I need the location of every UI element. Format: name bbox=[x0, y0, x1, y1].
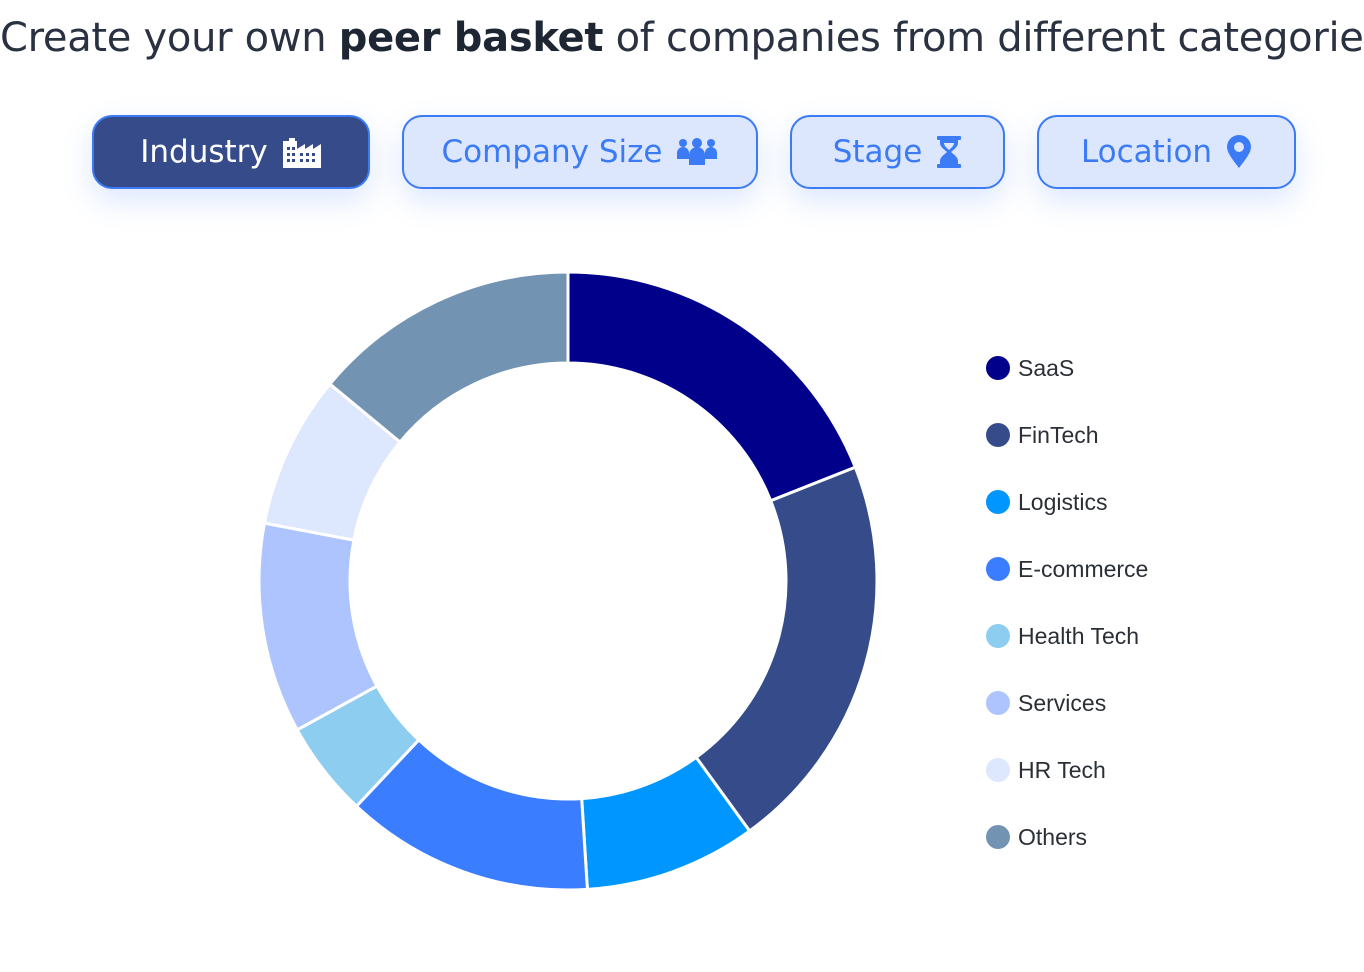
location-pin-icon bbox=[1226, 135, 1252, 169]
legend-swatch bbox=[986, 423, 1010, 447]
legend-label: E-commerce bbox=[1018, 556, 1149, 582]
legend-item-fintech[interactable]: FinTech bbox=[986, 417, 1148, 484]
legend-item-saas[interactable]: SaaS bbox=[986, 350, 1148, 417]
legend-swatch bbox=[986, 825, 1010, 849]
legend-item-health-tech[interactable]: Health Tech bbox=[986, 618, 1148, 685]
tab-stage-label: Stage bbox=[832, 134, 923, 170]
headline-suffix: of companies from different categories. bbox=[603, 15, 1364, 61]
legend-label: Services bbox=[1018, 690, 1107, 716]
legend-swatch bbox=[986, 624, 1010, 648]
legend-label: HR Tech bbox=[1018, 757, 1106, 783]
tab-location-label: Location bbox=[1080, 134, 1213, 170]
legend-item-logistics[interactable]: Logistics bbox=[986, 484, 1148, 551]
donut-slice-saas[interactable] bbox=[566, 270, 858, 503]
donut-slice-others[interactable] bbox=[327, 270, 570, 445]
legend-item-e-commerce[interactable]: E-commerce bbox=[986, 551, 1148, 618]
tab-industry-label: Industry bbox=[140, 134, 268, 170]
legend-swatch bbox=[986, 557, 1010, 581]
headline-bold: peer basket bbox=[338, 15, 604, 61]
legend-label: Others bbox=[1018, 824, 1088, 850]
chart-legend: SaaS FinTech Logistics E-commerce Health Tec… bbox=[986, 350, 1148, 886]
legend-item-services[interactable]: Services bbox=[986, 685, 1148, 752]
legend-label: SaaS bbox=[1018, 355, 1075, 381]
industry-donut-chart bbox=[257, 270, 879, 892]
legend-item-others[interactable]: Others bbox=[986, 819, 1148, 886]
donut-slice-fintech[interactable] bbox=[694, 465, 879, 834]
legend-swatch bbox=[986, 758, 1010, 782]
people-group-icon bbox=[676, 137, 718, 167]
tab-company-size[interactable]: Company Size bbox=[402, 115, 758, 189]
tab-location[interactable]: Location bbox=[1037, 115, 1296, 189]
legend-swatch bbox=[986, 490, 1010, 514]
legend-label: Logistics bbox=[1018, 489, 1108, 515]
legend-swatch bbox=[986, 356, 1010, 380]
hourglass-icon bbox=[936, 135, 962, 169]
tab-industry[interactable]: Industry bbox=[92, 115, 370, 189]
legend-swatch bbox=[986, 691, 1010, 715]
factory-icon bbox=[282, 135, 322, 169]
headline-prefix: Create your own bbox=[0, 15, 339, 61]
page-headline: Create your own peer basket of companies… bbox=[0, 10, 1364, 66]
tab-company-size-label: Company Size bbox=[441, 134, 663, 170]
legend-label: FinTech bbox=[1018, 422, 1099, 448]
tab-stage[interactable]: Stage bbox=[790, 115, 1005, 189]
legend-item-hr-tech[interactable]: HR Tech bbox=[986, 752, 1148, 819]
legend-label: Health Tech bbox=[1018, 623, 1140, 649]
